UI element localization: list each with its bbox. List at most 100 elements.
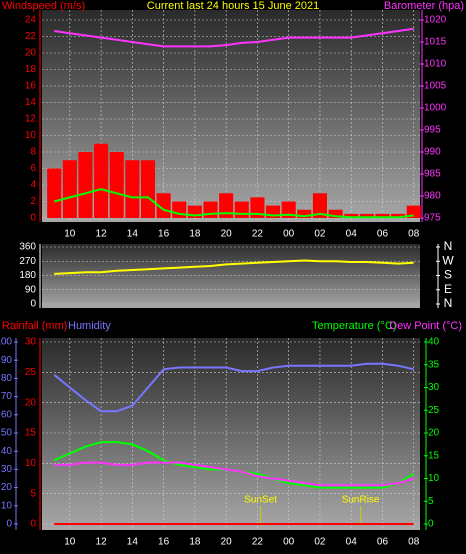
x-tick-label: 10 <box>64 229 76 240</box>
x-tick-label: 12 <box>96 537 108 548</box>
bar <box>203 201 218 218</box>
y-tick-label: 180 <box>19 270 36 281</box>
y-tick-label: 30 <box>428 382 440 393</box>
y-tick-label: 10 <box>428 473 440 484</box>
y-tick-label: 20 <box>1 482 13 493</box>
x-tick-label: 04 <box>346 229 358 240</box>
y-tick-label: 50 <box>1 428 13 439</box>
y-tick-label: 80 <box>1 373 13 384</box>
y-tick-label: 1010 <box>424 59 447 70</box>
x-tick-label: 18 <box>189 229 201 240</box>
x-tick-label: 04 <box>346 537 358 548</box>
y-tick-label: 60 <box>1 409 13 420</box>
y-tick-label: 1005 <box>424 81 447 92</box>
axis-label: Humidity <box>68 320 111 332</box>
annotation: SunSet <box>244 495 277 506</box>
bar <box>250 197 265 218</box>
y-tick-label: 15 <box>25 428 37 439</box>
plot-area <box>42 244 420 308</box>
y-tick-label: 15 <box>428 450 440 461</box>
bar <box>375 213 390 218</box>
y-tick-label: 30 <box>25 337 37 348</box>
bar <box>125 160 140 218</box>
y-tick-label: 990 <box>424 147 441 158</box>
bar <box>359 213 374 218</box>
y-tick-label: 10 <box>25 130 37 141</box>
y-tick-label: 2 <box>30 196 36 207</box>
bar <box>109 152 124 218</box>
y-tick-label: 25 <box>428 405 440 416</box>
y-tick-label: 0 <box>30 213 36 224</box>
y-tick-label: E <box>444 282 452 296</box>
y-tick-label: 70 <box>1 391 13 402</box>
bar <box>219 193 234 218</box>
y-tick-label: 360 <box>19 242 36 253</box>
y-tick-label: 14 <box>25 97 37 108</box>
x-tick-label: 08 <box>408 537 420 548</box>
x-tick-label: 14 <box>127 229 139 240</box>
y-tick-label: 12 <box>25 114 37 125</box>
bar <box>234 201 249 218</box>
y-tick-label: 1000 <box>424 103 447 114</box>
axis-label: Rainfall (mm) <box>2 320 67 332</box>
x-tick-label: 06 <box>377 229 389 240</box>
bar <box>78 152 93 218</box>
y-tick-label: 10 <box>1 500 13 511</box>
y-tick-label: 20 <box>428 428 440 439</box>
y-tick-label: 0 <box>30 299 36 310</box>
y-tick-label: 1020 <box>424 15 447 26</box>
y-tick-label: 30 <box>1 464 13 475</box>
x-tick-label: 22 <box>252 229 264 240</box>
y-tick-label: 4 <box>30 180 36 191</box>
x-tick-label: 16 <box>158 229 170 240</box>
y-tick-label: N <box>444 296 453 310</box>
bar <box>391 213 406 218</box>
y-tick-label: 90 <box>1 355 13 366</box>
axis-label: Windspeed (m/s) <box>2 0 85 12</box>
bar <box>312 193 327 218</box>
x-tick-label: 20 <box>221 229 233 240</box>
x-tick-label: 00 <box>283 229 295 240</box>
y-tick-label: 995 <box>424 125 441 136</box>
y-tick-label: 22 <box>25 31 37 42</box>
y-tick-label: 90 <box>25 284 37 295</box>
bar <box>297 209 312 218</box>
y-tick-label: 8 <box>30 147 36 158</box>
x-tick-label: 22 <box>252 537 264 548</box>
bar <box>62 160 77 218</box>
y-tick-label: 0 <box>6 519 12 530</box>
bar <box>328 209 343 218</box>
y-tick-label: 20 <box>25 48 37 59</box>
x-tick-label: 02 <box>314 229 326 240</box>
y-tick-label: W <box>442 253 454 267</box>
y-tick-label: 18 <box>25 64 37 75</box>
bar <box>281 201 296 218</box>
axis-label: Temperature (°C) <box>312 320 396 332</box>
series-line <box>54 461 414 487</box>
y-tick-label: 35 <box>428 359 440 370</box>
y-tick-label: 16 <box>25 81 37 92</box>
x-tick-label: 10 <box>64 537 76 548</box>
x-tick-label: 12 <box>96 229 108 240</box>
y-tick-label: N <box>444 239 453 253</box>
annotation: SunRise <box>342 495 380 506</box>
y-tick-label: 40 <box>1 446 13 457</box>
y-tick-label: 975 <box>424 213 441 224</box>
bar <box>47 168 62 218</box>
x-tick-label: 00 <box>283 537 295 548</box>
bar <box>344 213 359 218</box>
chart-title: Current last 24 hours 15 June 2021 <box>147 0 319 12</box>
x-tick-label: 02 <box>314 537 326 548</box>
axis-label: Dew Point (°C) <box>389 320 462 332</box>
y-tick-label: 6 <box>30 163 36 174</box>
x-tick-label: 18 <box>189 537 201 548</box>
y-tick-label: 10 <box>25 458 37 469</box>
y-tick-label: 40 <box>428 337 440 348</box>
x-tick-label: 14 <box>127 537 139 548</box>
y-tick-label: S <box>444 268 452 282</box>
y-tick-label: 25 <box>25 367 37 378</box>
series-line <box>54 27 414 48</box>
series-line <box>53 362 414 413</box>
bar <box>156 193 171 218</box>
